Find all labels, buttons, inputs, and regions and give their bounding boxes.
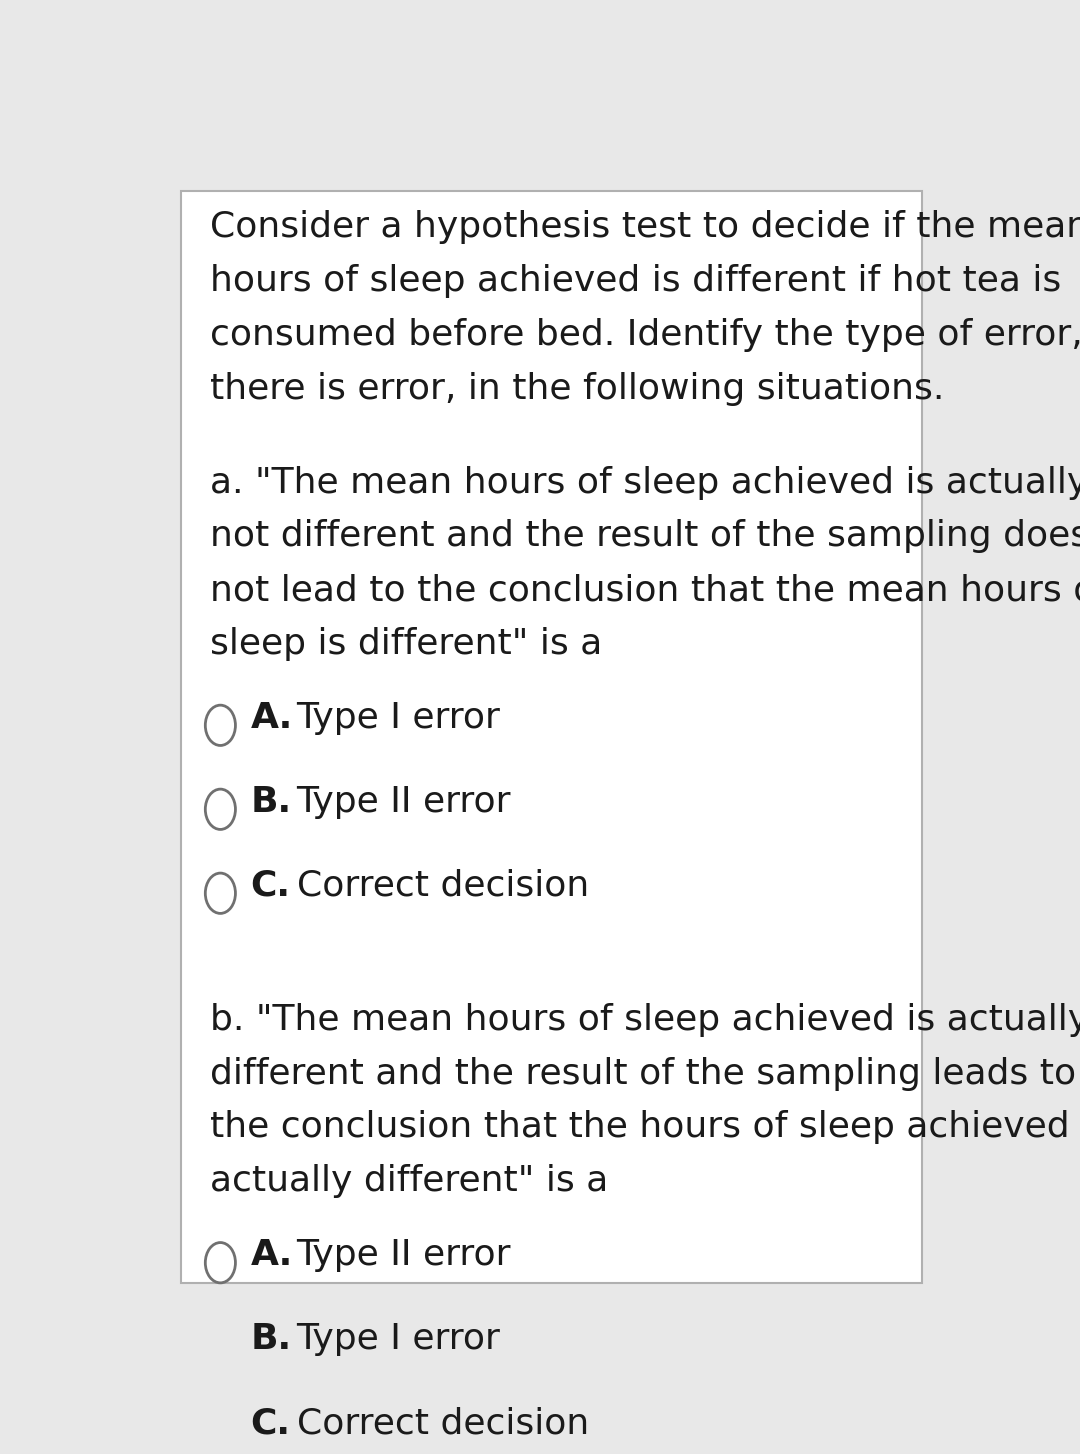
Text: not different and the result of the sampling does: not different and the result of the samp…: [211, 519, 1080, 554]
Text: a. "The mean hours of sleep achieved is actually: a. "The mean hours of sleep achieved is …: [211, 465, 1080, 500]
Text: A.: A.: [251, 701, 293, 734]
Text: Type II error: Type II error: [297, 1239, 511, 1272]
Text: C.: C.: [251, 868, 291, 903]
Text: Type II error: Type II error: [297, 785, 511, 819]
Text: Consider a hypothesis test to decide if the mean: Consider a hypothesis test to decide if …: [211, 211, 1080, 244]
Text: b. "The mean hours of sleep achieved is actually: b. "The mean hours of sleep achieved is …: [211, 1003, 1080, 1037]
Text: sleep is different" is a: sleep is different" is a: [211, 627, 603, 660]
Text: consumed before bed. Identify the type of error, if: consumed before bed. Identify the type o…: [211, 318, 1080, 352]
Text: A.: A.: [251, 1239, 293, 1272]
Text: B.: B.: [251, 785, 292, 819]
Text: there is error, in the following situations.: there is error, in the following situati…: [211, 372, 945, 406]
Text: different and the result of the sampling leads to: different and the result of the sampling…: [211, 1057, 1077, 1090]
Text: actually different" is a: actually different" is a: [211, 1165, 609, 1198]
Text: Type I error: Type I error: [297, 1322, 500, 1357]
Text: C.: C.: [251, 1406, 291, 1439]
FancyBboxPatch shape: [181, 192, 922, 1282]
Text: the conclusion that the hours of sleep achieved is: the conclusion that the hours of sleep a…: [211, 1111, 1080, 1144]
Text: hours of sleep achieved is different if hot tea is: hours of sleep achieved is different if …: [211, 265, 1062, 298]
Text: Correct decision: Correct decision: [297, 1406, 589, 1439]
Text: Type I error: Type I error: [297, 701, 500, 734]
Text: not lead to the conclusion that the mean hours of: not lead to the conclusion that the mean…: [211, 573, 1080, 608]
Text: B.: B.: [251, 1322, 292, 1357]
Text: Correct decision: Correct decision: [297, 868, 589, 903]
